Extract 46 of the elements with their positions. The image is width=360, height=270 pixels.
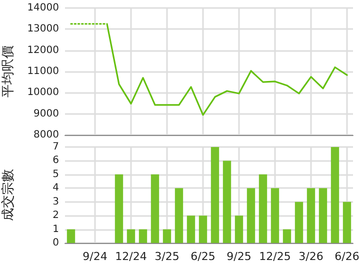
y-tick-label: 13000 xyxy=(27,24,59,35)
y-tick-label: 6 xyxy=(52,155,59,166)
x-tick-label: 6/25 xyxy=(190,250,216,263)
bar xyxy=(342,202,352,243)
bar xyxy=(198,216,208,243)
y-tick-label: 5 xyxy=(52,168,59,180)
y-tick-label: 8000 xyxy=(34,130,59,140)
x-tick-label: 9/24 xyxy=(82,250,108,263)
x-tick-label: 3/25 xyxy=(154,250,180,263)
y-tick-label: 4 xyxy=(52,182,59,194)
bar xyxy=(162,229,172,243)
y-tick-label: 12000 xyxy=(27,44,59,56)
bar xyxy=(318,188,328,243)
bar xyxy=(126,229,136,243)
x-tick-label: 12/24 xyxy=(115,250,147,263)
bar xyxy=(330,147,340,243)
x-tick-label: 12/25 xyxy=(259,250,291,263)
y-tick-label: 2 xyxy=(52,210,59,222)
bar xyxy=(114,174,124,243)
bar xyxy=(282,229,292,243)
bar xyxy=(138,229,148,243)
bar xyxy=(270,188,280,243)
bar xyxy=(150,174,160,243)
bar xyxy=(222,160,232,243)
y-tick-label: 14000 xyxy=(27,2,59,14)
bar xyxy=(66,229,76,243)
y-axis-title: 平均呎價 xyxy=(1,46,16,98)
y-axis-title: 成交宗數 xyxy=(0,169,16,221)
bar xyxy=(234,216,244,243)
y-tick-label: 0 xyxy=(52,238,59,248)
bar xyxy=(306,188,316,243)
y-tick-label: 9000 xyxy=(34,108,59,120)
y-tick-label: 10000 xyxy=(27,87,59,98)
y-tick-label: 1 xyxy=(52,224,59,235)
bar xyxy=(258,174,268,243)
bar xyxy=(294,202,304,243)
bar xyxy=(210,147,220,243)
x-tick-label: 9/25 xyxy=(226,250,252,263)
bar xyxy=(246,188,256,243)
bar xyxy=(174,188,184,243)
y-tick-label: 11000 xyxy=(27,66,59,77)
bar xyxy=(186,216,196,243)
y-tick-label: 3 xyxy=(52,196,59,208)
x-tick-label: 3/26 xyxy=(298,250,324,263)
y-tick-label: 7 xyxy=(52,142,59,152)
x-tick-label: 6/26 xyxy=(334,250,360,263)
